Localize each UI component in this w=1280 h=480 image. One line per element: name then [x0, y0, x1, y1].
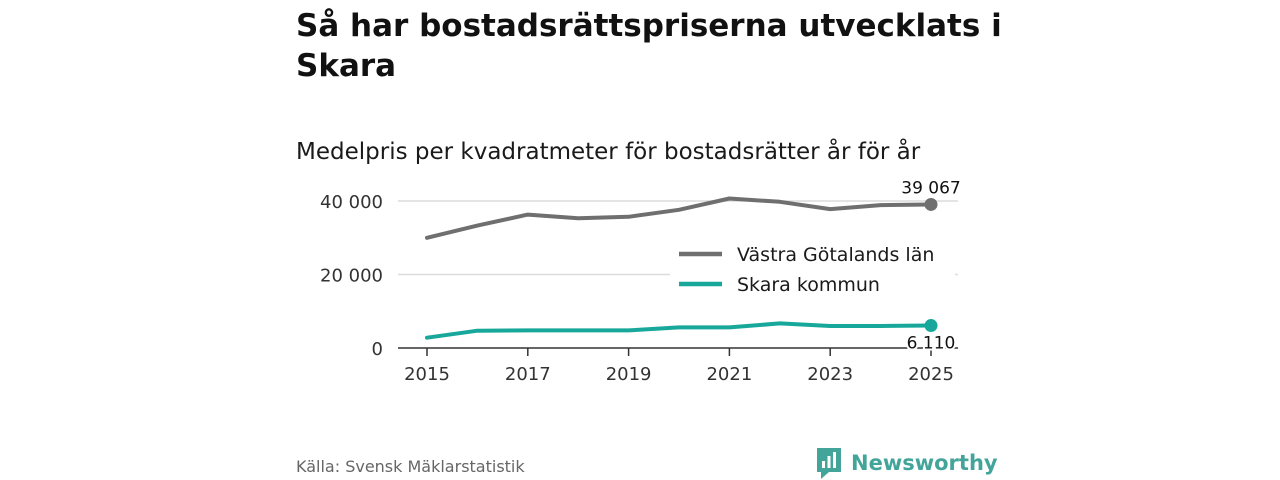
end-value-label: 39 067	[901, 178, 960, 198]
y-tick-label: 20 000	[320, 266, 383, 287]
y-axis: 0 20 000 40 000	[320, 192, 383, 360]
end-value-label: 6 110	[907, 334, 956, 354]
x-tick-label: 2025	[908, 364, 954, 385]
x-tick-label: 2015	[404, 364, 450, 385]
brand-logo[interactable]: Newsworthy	[815, 446, 998, 480]
chart-subtitle: Medelpris per kvadratmeter för bostadsrä…	[296, 139, 921, 165]
series-lines	[425, 196, 933, 340]
legend-entry: Västra Götalands län	[737, 244, 934, 266]
x-tick-label: 2017	[505, 364, 551, 385]
line-chart: 0 20 000 40 000 2015 2017 2019 2021 2023…	[320, 178, 961, 385]
newsworthy-logo-icon	[817, 448, 841, 479]
brand-name: Newsworthy	[851, 451, 998, 475]
legend: Västra Götalands län Skara kommun	[670, 236, 955, 302]
y-tick-label: 0	[372, 339, 383, 360]
legend-background	[670, 236, 955, 302]
series-line	[425, 196, 933, 240]
x-tick-label: 2019	[606, 364, 652, 385]
y-tick-label: 40 000	[320, 192, 383, 213]
series-end-point	[924, 319, 938, 333]
series-end-point	[924, 197, 938, 211]
legend-entry: Skara kommun	[737, 274, 880, 296]
x-tick-label: 2023	[807, 364, 853, 385]
page-title: Så har bostadsrättspriserna utvecklats i…	[296, 8, 1002, 84]
series-line	[425, 321, 933, 340]
x-axis: 2015 2017 2019 2021 2023 2025	[404, 348, 954, 385]
x-tick-label: 2021	[706, 364, 752, 385]
series-end-markers	[924, 197, 938, 333]
series-end-labels: 39 067 6 110	[901, 178, 960, 355]
source-credit: Källa: Svensk Mäklarstatistik	[296, 457, 525, 476]
